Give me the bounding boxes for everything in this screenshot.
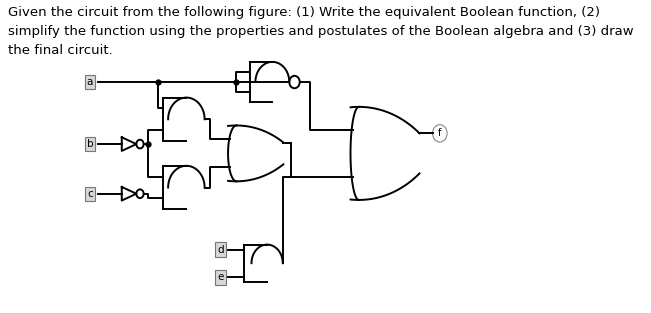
Text: e: e bbox=[217, 273, 223, 283]
Text: the final circuit.: the final circuit. bbox=[8, 44, 113, 57]
Text: a: a bbox=[87, 77, 93, 87]
Text: d: d bbox=[217, 244, 223, 254]
Text: c: c bbox=[87, 189, 93, 199]
Text: simplify the function using the properties and postulates of the Boolean algebra: simplify the function using the properti… bbox=[8, 25, 633, 38]
Text: f: f bbox=[438, 128, 441, 138]
Text: b: b bbox=[87, 139, 93, 149]
Text: Given the circuit from the following figure: (1) Write the equivalent Boolean fu: Given the circuit from the following fig… bbox=[8, 6, 600, 19]
